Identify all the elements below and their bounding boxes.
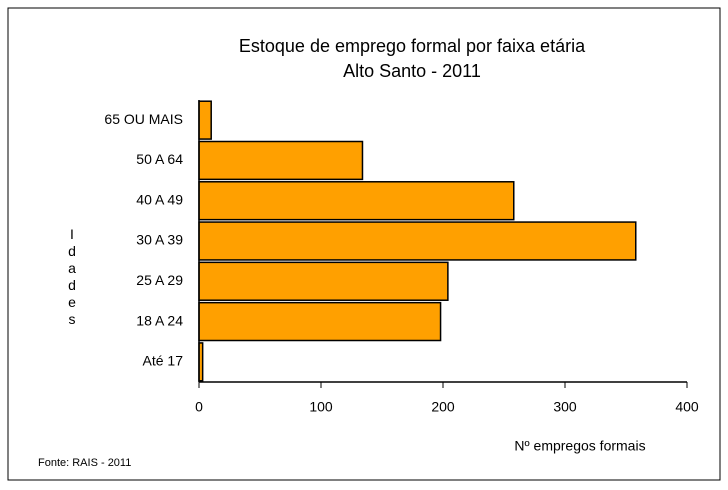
- bar: [198, 221, 637, 261]
- x-axis-label: Nº empregos formais: [514, 438, 645, 454]
- bar: [198, 181, 515, 221]
- source: Fonte: RAIS - 2011: [38, 457, 131, 469]
- x-tick-label: 200: [431, 399, 455, 415]
- x-tick-label: 0: [195, 399, 203, 415]
- y-axis-label: Idades: [64, 226, 80, 328]
- chart-subtitle: Alto Santo - 2011: [343, 61, 481, 81]
- y-tick-label: 18 A 24: [136, 312, 183, 328]
- bar: [198, 261, 449, 301]
- chart-title: Estoque de emprego formal por faixa etár…: [239, 36, 586, 56]
- y-tick-label: Até 17: [143, 353, 184, 369]
- y-tick-label: 50 A 64: [136, 151, 183, 167]
- x-tick-label: 400: [675, 399, 699, 415]
- x-tick-label: 300: [553, 399, 577, 415]
- y-tick-label: 40 A 49: [136, 191, 183, 207]
- bar: [198, 301, 442, 342]
- y-tick-label: 65 OU MAIS: [104, 111, 183, 127]
- y-tick-label: 25 A 29: [136, 272, 183, 288]
- y-tick-label: 30 A 39: [136, 232, 183, 248]
- x-tick-label: 100: [309, 399, 333, 415]
- bar: [198, 100, 212, 140]
- bar: [198, 140, 364, 181]
